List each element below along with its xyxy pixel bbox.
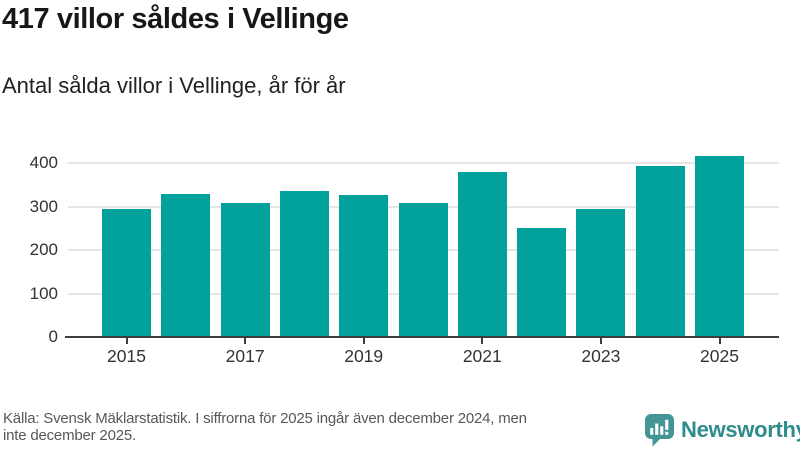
x-axis-label-2025: 2025 <box>700 346 739 366</box>
x-axis-label-2019: 2019 <box>344 346 384 366</box>
x-axis-label-2015: 2015 <box>107 346 146 366</box>
source-note-line-1: Källa: Svensk Mäklarstatistik. I siffror… <box>3 410 527 427</box>
newsworthy-logo: Newsworthy <box>644 413 800 447</box>
x-tick-2021 <box>481 338 484 344</box>
y-axis-label-300: 300 <box>29 196 58 216</box>
source-note: Källa: Svensk Mäklarstatistik. I siffror… <box>3 410 527 444</box>
x-tick-2015 <box>125 338 128 344</box>
y-axis-label-400: 400 <box>29 153 58 173</box>
newsworthy-wordmark: Newsworthy <box>681 417 800 442</box>
gridline-400 <box>68 162 779 165</box>
bar-2018 <box>279 191 329 337</box>
bar-2020 <box>398 203 448 337</box>
bar-2015 <box>102 208 151 337</box>
bar-2023 <box>576 208 626 337</box>
bar-2017 <box>220 202 270 337</box>
bar-2022 <box>517 227 567 337</box>
chart-subtitle: Antal sålda villor i Vellinge, år för år <box>2 73 346 98</box>
y-axis-label-100: 100 <box>29 283 58 303</box>
bar-2025 <box>695 155 744 337</box>
x-axis-line <box>65 336 779 338</box>
chart-title: 417 villor såldes i Vellinge <box>2 3 349 35</box>
y-axis-label-0: 0 <box>48 327 58 346</box>
bar-2024 <box>635 165 685 337</box>
newsworthy-speech-bubble-chart-icon <box>645 414 674 447</box>
y-axis-label-200: 200 <box>29 240 58 260</box>
x-tick-2017 <box>244 338 247 344</box>
x-axis-label-2017: 2017 <box>225 346 265 366</box>
bar-2021 <box>457 171 507 337</box>
x-tick-2019 <box>362 338 365 344</box>
x-axis-label-2021: 2021 <box>462 346 502 366</box>
bar-2016 <box>161 194 211 337</box>
x-tick-2023 <box>599 338 602 344</box>
source-note-line-2: inte december 2025. <box>3 427 136 444</box>
x-axis-label-2023: 2023 <box>581 346 621 366</box>
x-tick-2025 <box>718 338 721 344</box>
bar-2019 <box>339 194 389 337</box>
